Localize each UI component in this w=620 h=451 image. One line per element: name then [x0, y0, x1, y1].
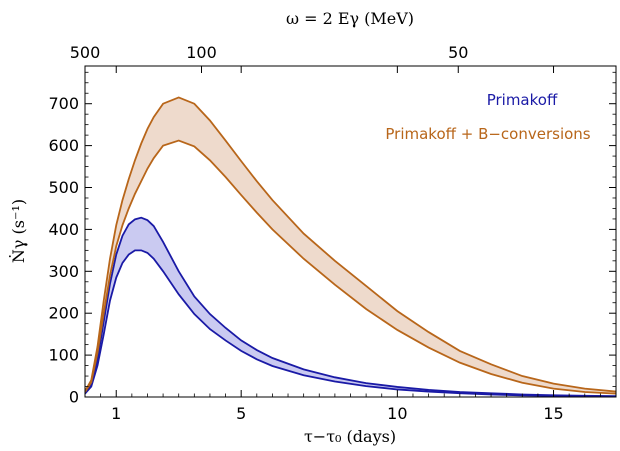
- x-axis-title: τ−τ₀ (days): [304, 427, 396, 446]
- top-tick-label: 100: [186, 43, 217, 62]
- x-tick-label: 15: [543, 404, 563, 423]
- legend-primakoff-b-conversions: Primakoff + B−conversions: [385, 125, 590, 143]
- y-tick-label: 700: [48, 94, 79, 113]
- top-axis-title: ω = 2 Eγ (MeV): [286, 9, 414, 28]
- y-tick-label: 200: [48, 304, 79, 323]
- y-tick-label: 400: [48, 220, 79, 239]
- y-tick-label: 500: [48, 178, 79, 197]
- line-primakoff-upper: [85, 216, 616, 397]
- top-tick-label: 50: [448, 43, 468, 62]
- line-primakoff-lower: [85, 249, 616, 397]
- line-primakoff-b-conversions-upper: [85, 96, 616, 393]
- y-axis-title: Ṅγ (s⁻¹): [8, 199, 28, 263]
- y-tick-label: 100: [48, 346, 79, 365]
- x-tick-label: 10: [387, 404, 407, 423]
- line-primakoff-b-conversions-lower: [85, 139, 616, 395]
- y-tick-label: 0: [69, 388, 79, 407]
- y-tick-label: 300: [48, 262, 79, 281]
- band-primakoff: [85, 217, 616, 397]
- top-tick-label: 500: [70, 43, 101, 62]
- x-tick-label: 5: [236, 404, 246, 423]
- legend-primakoff: Primakoff: [487, 91, 558, 109]
- x-tick-label: 1: [111, 404, 121, 423]
- y-tick-label: 600: [48, 136, 79, 155]
- series-layer: [85, 96, 616, 397]
